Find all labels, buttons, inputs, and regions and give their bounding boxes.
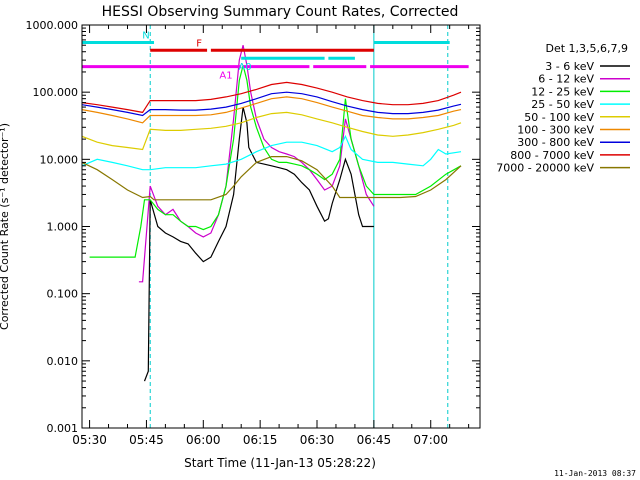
y-tick-label-0: 1000.000 [26, 19, 79, 32]
footer-timestamp: 11-Jan-2013 08:37 [554, 469, 636, 478]
legend-label-5: 100 - 300 keV [517, 124, 594, 137]
y-axis-label: Corrected Count Rate (s⁻¹ detector⁻¹) [0, 123, 11, 330]
series-line-6 [82, 91, 462, 117]
series-line-2 [89, 65, 462, 258]
x-tick-label-6: 07:00 [413, 433, 448, 447]
x-tick-label-4: 06:30 [300, 433, 335, 447]
legend-title: Det 1,3,5,6,7,9 [545, 42, 628, 55]
annotation-1: A0 [238, 62, 251, 73]
y-tick-label-3: 1.000 [47, 221, 79, 234]
legend-label-4: 50 - 100 keV [524, 111, 594, 124]
plot-area: N F A1 A0 1000.000 100.000 10.000 1.000 0.100 0.0… [26, 19, 481, 447]
x-axis-label: Start Time (11-Jan-13 05:28:22) [184, 456, 376, 470]
series-line-0 [143, 106, 374, 382]
y-tick-label-1: 100.000 [33, 86, 79, 99]
legend-label-7: 800 - 7000 keV [510, 149, 594, 162]
series-line-8 [82, 156, 462, 201]
series-line-7 [82, 81, 462, 114]
x-tick-label-2: 06:00 [186, 433, 221, 447]
x-tick-label-3: 06:15 [243, 433, 278, 447]
legend-label-1: 6 - 12 keV [538, 73, 594, 86]
flag-label-0: N [142, 30, 149, 41]
plot-frame [81, 24, 481, 429]
y-tick-label-2: 10.000 [40, 153, 79, 166]
series-line-3 [82, 134, 462, 171]
annotation-0: A1 [219, 71, 232, 82]
legend-label-3: 25 - 50 keV [531, 98, 594, 111]
x-tick-label-0: 05:30 [72, 433, 107, 447]
series-line-5 [82, 96, 462, 124]
legend-label-6: 300 - 800 keV [517, 136, 594, 149]
series-line-4 [82, 111, 462, 151]
series-line-1 [138, 45, 375, 283]
y-tick-label-5: 0.010 [47, 355, 79, 368]
legend-label-2: 12 - 25 keV [531, 85, 594, 98]
legend-label-0: 3 - 6 keV [545, 60, 594, 73]
chart-title: HESSI Observing Summary Count Rates, Cor… [102, 4, 459, 20]
x-tick-label-1: 05:45 [129, 433, 164, 447]
legend-label-8: 7000 - 20000 keV [496, 162, 594, 175]
x-tick-label-5: 06:45 [357, 433, 392, 447]
y-tick-label-6: 0.001 [47, 422, 79, 435]
flag-label-1: F [196, 38, 202, 49]
y-tick-label-4: 0.100 [47, 288, 79, 301]
